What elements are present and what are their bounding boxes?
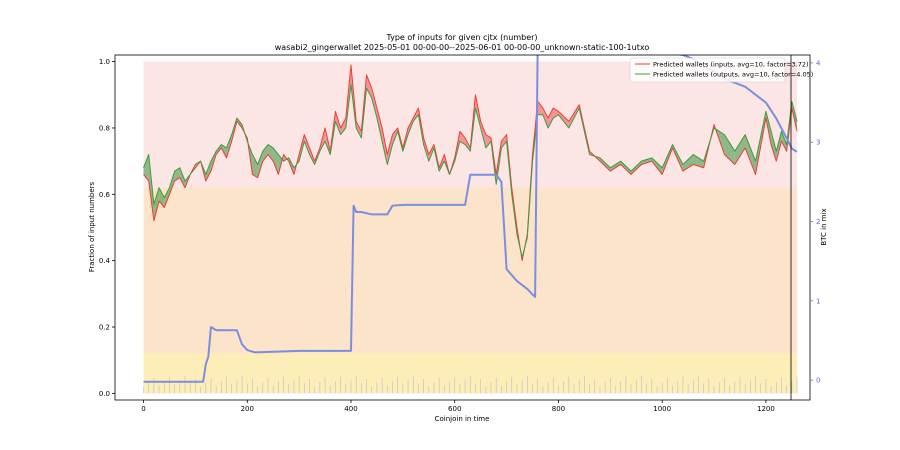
x-tick-label: 600	[448, 405, 461, 413]
fill-segment-outputs-higher	[268, 144, 274, 162]
chart-title: Type of inputs for given cjtx (number)	[385, 33, 537, 42]
fill-segment-inputs-higher	[371, 88, 377, 119]
fill-segment-inputs-higher	[558, 111, 569, 128]
fill-segment-outputs-higher	[262, 144, 269, 162]
fill-segment-inputs-higher	[537, 101, 543, 115]
fill-segment-outputs-higher	[143, 154, 149, 182]
y-tick-label: 0.8	[99, 124, 110, 132]
fill-segment-outputs-higher	[631, 161, 642, 175]
fill-segment-outputs-higher	[693, 154, 704, 168]
fill-segment-outputs-higher	[179, 167, 186, 188]
series-line-outputs	[143, 84, 798, 258]
fill-segment-outputs-higher	[164, 187, 170, 208]
series-line-inputs	[143, 64, 798, 262]
right-tick-label: 4	[816, 59, 821, 67]
fill-segment-outputs-higher	[610, 161, 621, 172]
fill-segment-outputs-higher	[781, 131, 787, 152]
fill-segment-outputs-higher	[651, 157, 663, 175]
fill-segment-inputs-higher	[376, 108, 383, 142]
right-tick-label: 3	[816, 139, 820, 147]
y-axis-label: Fraction of input numbers	[88, 181, 96, 272]
x-tick-label: 0	[141, 405, 145, 413]
right-tick-label: 0	[816, 377, 820, 385]
y-axis-ticks: 0.0 0.2 0.4 0.6 0.8 1.0	[99, 58, 115, 398]
chart-subtitle: wasabi2_gingerwallet 2025-05-01 00-00-00…	[275, 43, 650, 52]
plot-frame	[114, 54, 811, 401]
y-tick-label: 0.6	[99, 191, 111, 199]
right-tick-label: 2	[816, 218, 820, 226]
x-axis-label: Coinjoin in time	[435, 415, 490, 423]
right-axis-ticks: 0 1 2 3 4	[810, 59, 821, 385]
right-tick-label: 1	[816, 297, 820, 305]
fill-segment-outputs-higher	[599, 157, 611, 172]
fill-segment-inputs-higher	[387, 134, 393, 165]
fill-segment-outputs-higher	[771, 131, 777, 162]
fill-segment-outputs-higher	[252, 154, 258, 178]
y-tick-label: 0.0	[99, 390, 110, 398]
x-tick-label: 1000	[653, 405, 671, 413]
y-tick-label: 0.4	[99, 257, 111, 265]
y-tick-label: 0.2	[99, 324, 110, 332]
fill-segment-inputs-higher	[304, 134, 310, 155]
fill-segment-outputs-higher	[641, 157, 652, 165]
fill-segment-inputs-higher	[485, 134, 492, 148]
fill-segment-inputs-higher	[366, 74, 372, 99]
fill-segment-outputs-higher	[257, 151, 263, 178]
fill-segment-outputs-higher	[682, 154, 694, 172]
fill-segment-inputs-higher	[548, 108, 554, 128]
legend-box	[629, 57, 786, 83]
fill-segment-inputs-higher	[459, 131, 466, 145]
x-tick-label: 1200	[757, 405, 775, 413]
fill-segment-outputs-higher	[273, 147, 279, 175]
fill-segment-outputs-higher	[205, 161, 211, 182]
fill-segment-inputs-higher	[340, 118, 346, 135]
fill-segment-outputs-higher	[174, 167, 180, 182]
x-tick-label: 800	[552, 405, 565, 413]
fill-segment-outputs-higher	[236, 118, 243, 128]
y-tick-label: 1.0	[99, 58, 110, 66]
legend-label-outputs: Predicted wallets (outputs, avg=10, fact…	[653, 71, 813, 79]
fill-segment-outputs-higher	[776, 131, 782, 162]
x-tick-label: 200	[241, 405, 254, 413]
fill-segment-outputs-higher	[153, 187, 160, 221]
fill-segment-outputs-higher	[620, 161, 632, 175]
fill-segment-outputs-higher	[724, 134, 735, 165]
fill-segment-inputs-higher	[542, 108, 549, 128]
fill-segment-outputs-higher	[216, 144, 222, 155]
x-axis-ticks: 0 200 400 600 800 1000 1200	[141, 400, 775, 413]
background-bands	[143, 61, 798, 394]
fill-segment-outputs-higher	[745, 134, 756, 175]
legend: Predicted wallets (inputs, avg=10, facto…	[629, 57, 813, 83]
fill-segment-outputs-higher	[734, 134, 746, 165]
fill-segment-inputs-higher	[356, 121, 362, 138]
x-tick-label: 400	[344, 405, 357, 413]
fill-segment-inputs-higher	[501, 134, 507, 148]
legend-label-inputs: Predicted wallets (inputs, avg=10, facto…	[653, 61, 809, 69]
right-axis-label: BTC in mix	[820, 208, 828, 245]
